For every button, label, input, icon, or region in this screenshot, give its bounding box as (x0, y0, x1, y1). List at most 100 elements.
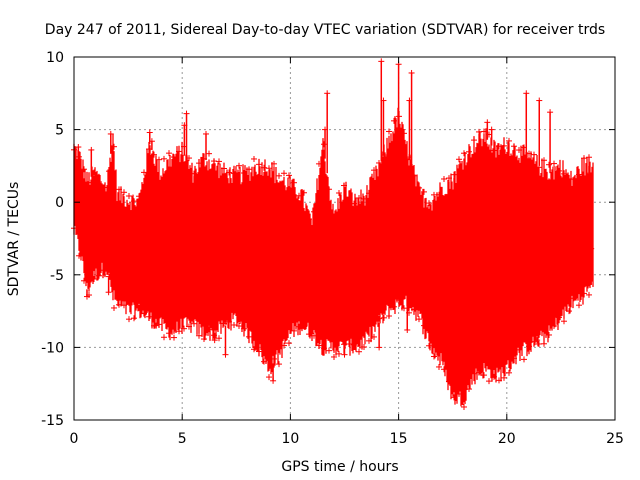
data-point (266, 374, 272, 381)
data-point (371, 333, 377, 340)
data-point (501, 374, 507, 381)
data-point (511, 355, 517, 362)
outlier-point (378, 58, 385, 65)
data-point (456, 390, 462, 397)
data-point (166, 150, 172, 157)
data-point (381, 314, 387, 321)
data-point (451, 171, 457, 178)
data-point (491, 147, 497, 154)
data-point (101, 267, 107, 274)
data-point (446, 175, 452, 182)
data-point (361, 195, 367, 202)
data-point (276, 361, 282, 368)
data-point (326, 186, 332, 193)
data-point (516, 147, 522, 154)
data-point (566, 308, 572, 315)
data-point (156, 321, 162, 328)
outlier-point (523, 90, 530, 97)
data-point (266, 165, 272, 172)
data-point (181, 325, 187, 332)
data-point (401, 130, 407, 137)
data-point (436, 363, 442, 370)
data-point (501, 142, 507, 149)
outlier-point (484, 119, 491, 126)
data-point (221, 165, 227, 172)
outlier-point (547, 109, 554, 116)
data-point (281, 170, 287, 177)
outlier-point (322, 126, 329, 133)
data-point (571, 295, 577, 302)
data-point (556, 314, 562, 321)
data-point (331, 353, 337, 360)
data-point (291, 327, 297, 334)
data-point (301, 323, 307, 330)
data-point (496, 377, 502, 384)
data-point (301, 189, 307, 196)
outlier-point (408, 69, 415, 76)
data-point (191, 170, 197, 177)
outlier-point (183, 110, 190, 117)
data-point (316, 342, 322, 349)
data-point (376, 315, 382, 322)
x-tick-label: 25 (606, 431, 624, 447)
data-point (161, 155, 167, 162)
data-point (326, 347, 332, 354)
data-point (346, 194, 352, 201)
outlier-point (406, 97, 413, 104)
data-point (146, 146, 152, 153)
data-point (91, 275, 97, 282)
data-point (171, 334, 177, 341)
data-point (331, 213, 337, 220)
data-point (571, 176, 577, 183)
data-series (71, 58, 595, 410)
data-point (186, 323, 192, 330)
y-tick-label: -5 (50, 268, 64, 284)
outlier-point (222, 351, 229, 358)
data-point (121, 302, 127, 309)
data-point (166, 330, 172, 337)
outlier-point (153, 322, 160, 329)
x-axis-title: GPS time / hours (281, 459, 398, 475)
data-point (131, 198, 137, 205)
data-point (316, 160, 322, 167)
data-point (461, 150, 467, 157)
data-point (391, 117, 397, 124)
data-point (101, 184, 107, 191)
data-point (291, 179, 297, 186)
data-point (236, 162, 242, 169)
data-point (526, 343, 532, 350)
data-point (551, 322, 557, 329)
data-point (241, 325, 247, 332)
data-point (336, 190, 342, 197)
outlier-point (324, 90, 331, 97)
data-point (401, 305, 407, 312)
data-point (441, 366, 447, 373)
data-point (261, 358, 267, 365)
data-point (516, 346, 522, 353)
data-point (426, 342, 432, 349)
data-point (141, 169, 147, 176)
data-point (466, 148, 472, 155)
data-point (276, 172, 282, 179)
data-point (221, 320, 227, 327)
outlier-point (203, 130, 210, 137)
data-point (431, 353, 437, 360)
data-point (196, 332, 202, 339)
data-point (396, 297, 402, 304)
data-point (251, 346, 257, 353)
data-point (411, 306, 417, 313)
data-point (171, 154, 177, 161)
data-point (246, 333, 252, 340)
data-point (116, 186, 122, 193)
x-tick-label: 10 (281, 431, 299, 447)
data-point (511, 143, 517, 150)
data-point (156, 156, 162, 163)
data-point (471, 137, 477, 144)
data-point (76, 153, 82, 160)
data-point (581, 155, 587, 162)
data-point (481, 128, 487, 135)
outlier-point (536, 97, 543, 104)
data-point (336, 350, 342, 357)
data-point (561, 170, 567, 177)
data-point (176, 148, 182, 155)
